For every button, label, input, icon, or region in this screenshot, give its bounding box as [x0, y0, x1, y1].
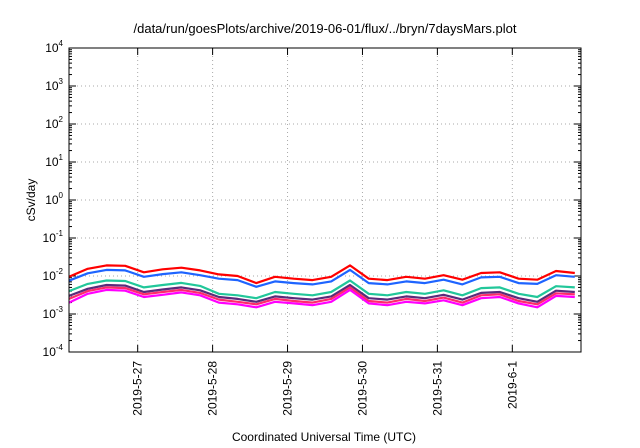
- y-tick-labels: 10-4 10-3 10-2 10-1 100 101 102 103 104: [43, 39, 64, 359]
- series-line-5: [68, 286, 575, 306]
- y-tick-label: 10-1: [43, 229, 64, 245]
- series-line-6: [68, 288, 575, 309]
- series-line-3: [68, 279, 575, 300]
- series-line-4: [68, 283, 575, 303]
- series-line-1: [68, 264, 575, 285]
- y-axis-label: cSv/day: [24, 179, 38, 222]
- y-tick-label: 10-2: [43, 267, 64, 283]
- x-axis-label: Coordinated Universal Time (UTC): [232, 430, 416, 444]
- series-line-2: [68, 268, 575, 288]
- x-tick-label: 2019-5-30: [355, 361, 369, 416]
- y-tick-label: 100: [45, 191, 63, 207]
- y-tick-label: 103: [45, 77, 63, 93]
- y-tick-label: 10-3: [43, 305, 64, 321]
- x-tick-label: 2019-6-1: [505, 361, 519, 409]
- grid: [69, 47, 581, 353]
- series-lines: [68, 264, 575, 309]
- y-tick-label: 101: [45, 153, 63, 169]
- plot-frame: [68, 47, 582, 353]
- y-tick-label: 102: [45, 115, 63, 131]
- x-tick-labels: 2019-5-27 2019-5-28 2019-5-29 2019-5-30 2019…: [131, 361, 520, 416]
- x-tick-label: 2019-5-28: [206, 361, 220, 416]
- y-tick-label: 10-4: [43, 343, 64, 359]
- x-tick-label: 2019-5-31: [430, 361, 444, 416]
- chart-title: /data/run/goesPlots/archive/2019-06-01/f…: [134, 21, 517, 36]
- x-tick-label: 2019-5-27: [131, 361, 145, 416]
- y-tick-label: 104: [45, 39, 63, 55]
- x-tick-label: 2019-5-29: [281, 361, 295, 416]
